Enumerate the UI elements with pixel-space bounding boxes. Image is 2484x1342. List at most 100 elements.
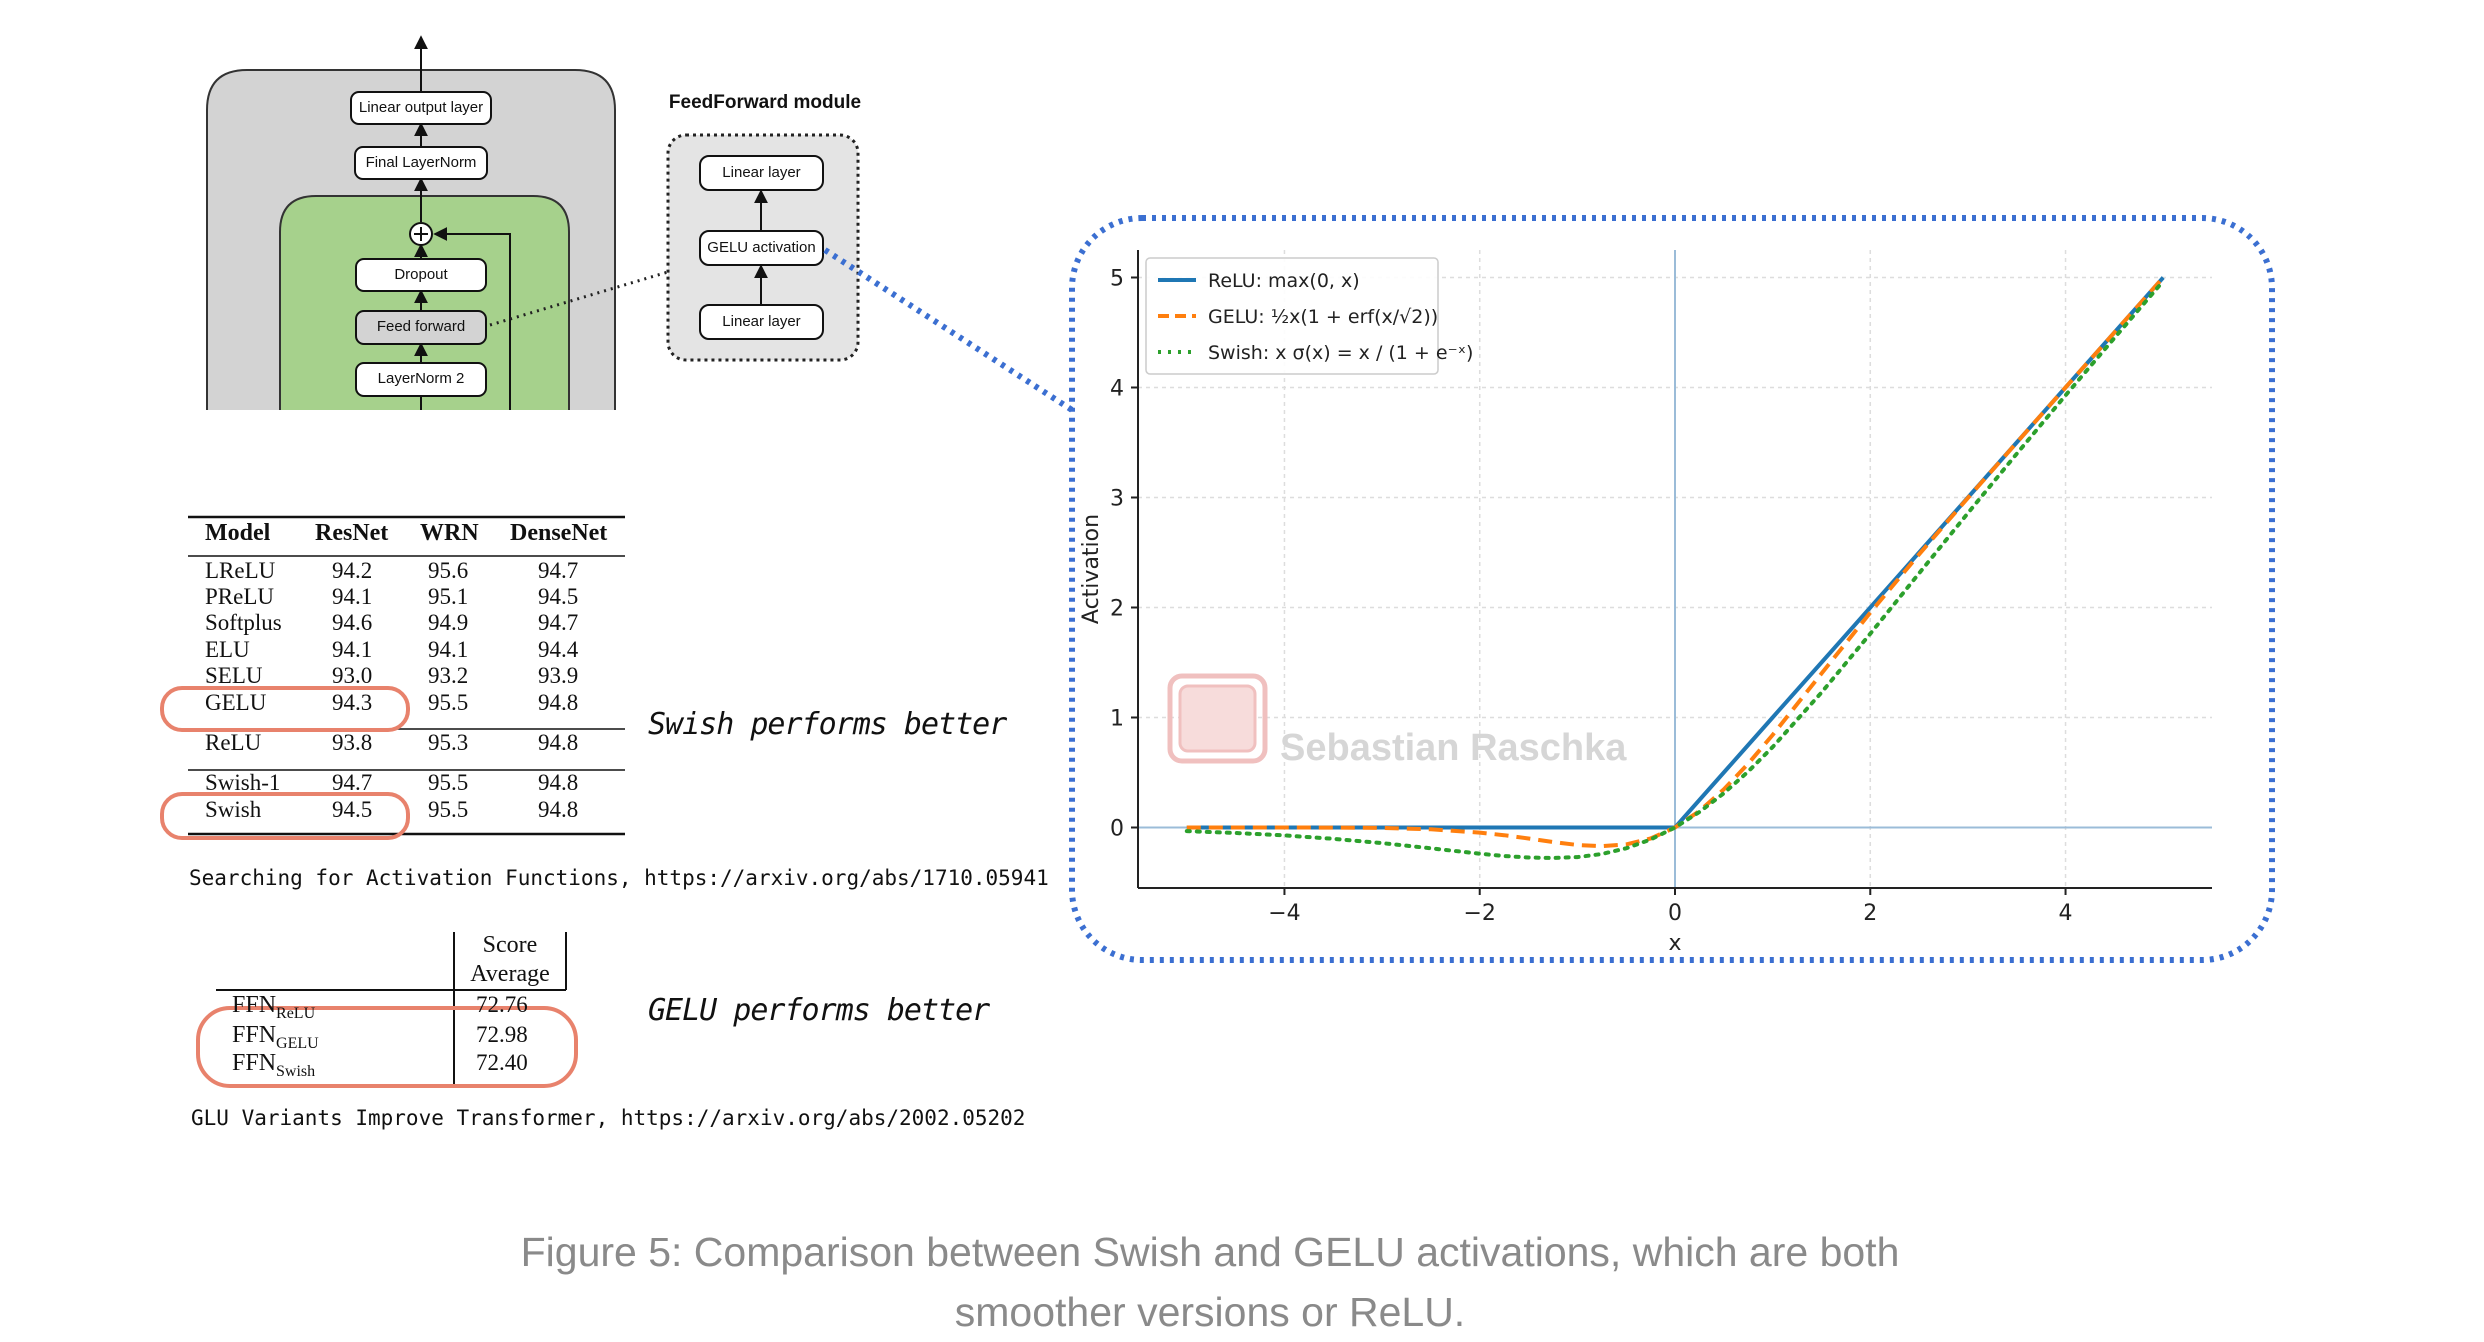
residual-connection — [433, 227, 511, 410]
t1-cell: 94.2 — [332, 558, 373, 583]
activation-chart: −4 −2 0 2 4 0 1 2 3 4 5 x Activation Sebastian Raschk… — [1079, 250, 2212, 956]
caption-line-2: smoother versions or ReLU. — [954, 1289, 1466, 1335]
x-tick-label: −2 — [1464, 901, 1496, 926]
t1-cell: 94.4 — [538, 637, 579, 662]
t1-cell: 94.6 — [332, 610, 373, 635]
t1-cell: 94.1 — [332, 584, 373, 609]
gelu-note: GELU performs better — [648, 993, 990, 1028]
t1-cell: 93.8 — [332, 730, 373, 755]
y-tick-label: 2 — [1110, 597, 1124, 622]
series-line-2 — [1186, 276, 2165, 849]
t1-cell: 95.1 — [428, 584, 469, 609]
t2-header: Average — [470, 961, 550, 987]
ffn-connector — [489, 270, 669, 327]
t1-cell: 93.2 — [428, 663, 469, 688]
t2-highlight — [196, 1006, 578, 1088]
y-axis-label: Activation — [1079, 514, 1104, 624]
gelu-highlight — [160, 686, 410, 732]
t1-cell: 95.3 — [428, 730, 469, 755]
chart-border — [1069, 215, 2275, 963]
t1-row-label: ReLU — [205, 730, 262, 755]
ffn-linear-bottom-label: Linear layer — [722, 313, 801, 330]
t1-cell: 94.1 — [332, 637, 373, 662]
ffn-linear-top-label: Linear layer — [722, 164, 801, 181]
legend-label: GELU: ½x(1 + erf(x/√2)) — [1208, 306, 1438, 328]
y-tick-label: 1 — [1110, 707, 1124, 732]
t1-row-label: LReLU — [205, 558, 276, 583]
figure-caption: Figure 5: Comparison between Swish and G… — [0, 1222, 2420, 1342]
feed-forward-label: Feed forward — [376, 318, 466, 335]
t1-row-label: GELU — [205, 690, 267, 715]
x-axis-label: x — [1668, 931, 1681, 956]
t1-row-label: ELU — [205, 637, 250, 662]
t1-row-label: PReLU — [205, 584, 274, 609]
t1-cell: 93.9 — [538, 663, 579, 688]
watermark-logo — [1178, 684, 1257, 753]
y-tick-label: 4 — [1110, 377, 1124, 402]
swish-note: Swish performs better — [648, 707, 1007, 742]
series-line-3 — [1184, 279, 2166, 860]
watermark-text: Sebastian Raschka — [1280, 727, 1627, 769]
t1-cell: 94.5 — [332, 797, 373, 822]
source-citation-2: GLU Variants Improve Transformer, https:… — [191, 1106, 1026, 1130]
ffn-module-title: FeedForward module — [668, 92, 862, 113]
y-tick-label: 5 — [1110, 267, 1124, 292]
ffn-gelu-label: GELU activation — [707, 239, 816, 256]
swish-highlight — [160, 792, 410, 840]
t1-row-label: Swish — [205, 797, 262, 822]
t2-row-label: FFNSwish — [232, 1050, 316, 1080]
watermark-logo — [1167, 673, 1268, 764]
t1-cell: 94.8 — [538, 797, 579, 822]
linear-output-box — [350, 91, 492, 125]
t1-cell: 94.9 — [428, 610, 469, 635]
layernorm2-label: LayerNorm 2 — [377, 370, 465, 387]
t1-header: Model — [205, 520, 271, 546]
t1-header: WRN — [420, 520, 479, 546]
zoom-connector — [823, 247, 1074, 413]
feed-forward-box — [355, 310, 487, 345]
layernorm2-box — [355, 362, 487, 397]
final-norm-label: Final LayerNorm — [365, 154, 477, 171]
t1-row-label: Softplus — [205, 610, 282, 635]
t1-cell: 93.0 — [332, 663, 373, 688]
t2-cell: 72.76 — [476, 992, 528, 1017]
t1-cell: 94.7 — [332, 770, 373, 795]
dropout-label: Dropout — [394, 266, 448, 283]
t2-row-label: FFNReLU — [232, 992, 316, 1022]
t1-cell: 94.8 — [538, 690, 579, 715]
t1-cell: 95.5 — [428, 770, 469, 795]
t1-header: ResNet — [315, 520, 389, 546]
legend-label: Swish: x σ(x) = x / (1 + e⁻ˣ) — [1208, 342, 1473, 364]
x-tick-label: −4 — [1268, 901, 1300, 926]
t1-row-label: Swish-1 — [205, 770, 281, 795]
t1-cell: 94.7 — [538, 610, 579, 635]
linear-output-label: Linear output layer — [358, 99, 484, 116]
legend-box — [1145, 257, 1439, 375]
t1-cell: 95.5 — [428, 690, 469, 715]
t1-cell: 95.5 — [428, 797, 469, 822]
caption-line-1: Figure 5: Comparison between Swish and G… — [520, 1229, 1900, 1275]
dropout-box — [355, 258, 487, 292]
t1-cell: 94.3 — [332, 690, 373, 715]
t1-header: DenseNet — [510, 520, 608, 546]
t2-row-label: FFNGELU — [232, 1022, 319, 1052]
final-norm-box — [354, 146, 488, 180]
t1-cell: 95.6 — [428, 558, 469, 583]
y-tick-label: 0 — [1110, 817, 1124, 842]
x-tick-label: 4 — [2059, 901, 2073, 926]
t1-cell: 94.8 — [538, 730, 579, 755]
x-tick-label: 0 — [1668, 901, 1682, 926]
ffn-linear-bottom-box — [699, 304, 824, 340]
source-citation-1: Searching for Activation Functions, http… — [189, 866, 1049, 890]
x-tick-label: 2 — [1863, 901, 1877, 926]
t2-cell: 72.40 — [476, 1050, 528, 1075]
t1-row-label: SELU — [205, 663, 263, 688]
legend-label: ReLU: max(0, x) — [1208, 270, 1360, 292]
t1-cell: 94.5 — [538, 584, 579, 609]
t2-header: Score — [482, 932, 538, 958]
t1-cell: 94.1 — [428, 637, 469, 662]
y-tick-label: 3 — [1110, 487, 1124, 512]
t1-cell: 94.7 — [538, 558, 579, 583]
t2-cell: 72.98 — [476, 1022, 528, 1047]
